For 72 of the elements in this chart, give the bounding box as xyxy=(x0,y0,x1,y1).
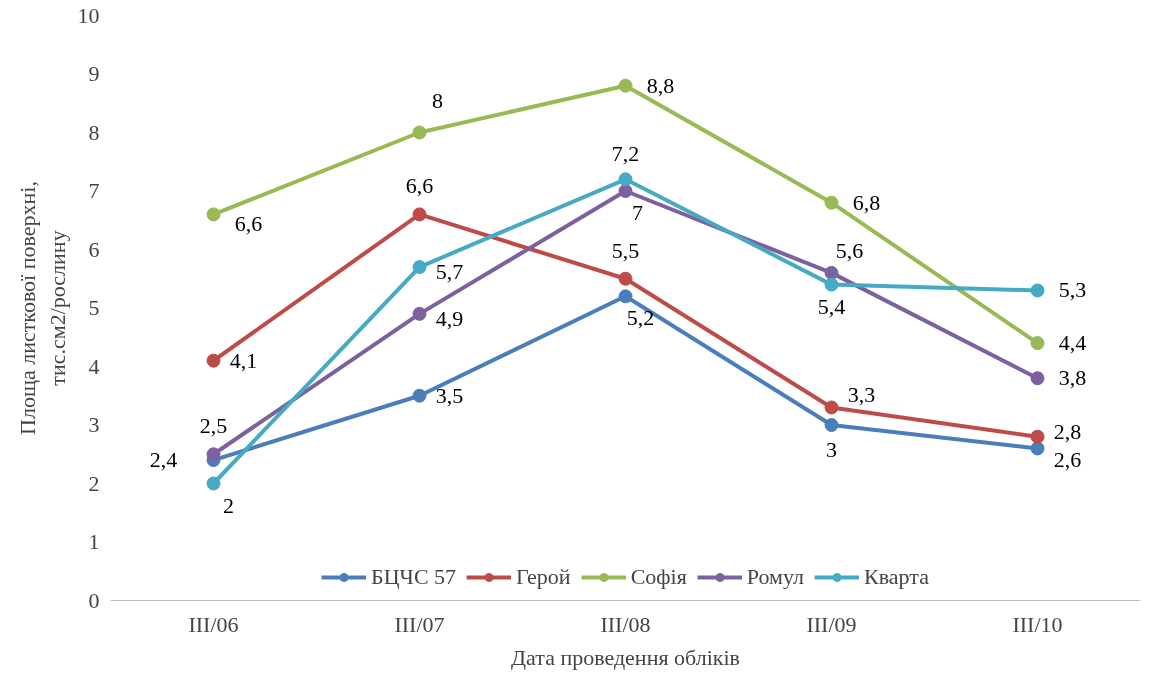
legend-label: Герой xyxy=(516,564,571,590)
y-tick-label: 9 xyxy=(88,61,100,86)
data-label: 7,2 xyxy=(611,141,640,167)
data-label: 5,6 xyxy=(835,237,864,263)
y-tick-label: 10 xyxy=(77,2,100,28)
data-label: 2,5 xyxy=(199,413,228,439)
data-label: 8,8 xyxy=(646,72,675,98)
y-tick-label: 7 xyxy=(88,178,100,203)
point xyxy=(618,289,633,304)
point xyxy=(618,78,633,93)
x-tick-label: ІІІ/10 xyxy=(1012,611,1063,637)
data-label: 2 xyxy=(223,492,234,518)
y-axis-title: Площа листкової поверхні, тис.см2/рослину xyxy=(14,181,70,435)
data-label: 6,6 xyxy=(234,211,263,237)
point xyxy=(824,195,839,210)
y-tick-label: 6 xyxy=(88,236,100,262)
point xyxy=(618,172,633,187)
data-label: 2,8 xyxy=(1053,418,1082,444)
point xyxy=(412,125,427,140)
point xyxy=(824,400,839,415)
y-tick-label: 2 xyxy=(88,470,100,496)
legend-label: Софія xyxy=(630,564,687,590)
point xyxy=(412,207,427,222)
data-label: 3,5 xyxy=(435,382,464,408)
legend-label: Кварта xyxy=(864,564,929,590)
y-tick-label: 0 xyxy=(88,587,100,613)
data-label: 4,9 xyxy=(435,305,464,331)
data-label: 3 xyxy=(826,437,837,462)
legend-label: Ромул xyxy=(746,564,805,590)
point xyxy=(618,184,633,198)
y-tick-label: 4 xyxy=(88,353,100,379)
point xyxy=(412,260,427,275)
data-label: 7 xyxy=(632,200,643,225)
x-tick-label: ІІІ/06 xyxy=(188,611,239,637)
point xyxy=(1030,336,1045,351)
data-label: 5,4 xyxy=(817,293,846,319)
point xyxy=(1030,441,1045,456)
point xyxy=(206,447,221,462)
y-tick-label: 5 xyxy=(88,295,100,320)
x-axis-title: Дата проведення обліків xyxy=(511,644,740,670)
legend-label: БЦЧС 57 xyxy=(371,564,457,590)
point xyxy=(206,353,221,368)
y-tick-label: 1 xyxy=(88,529,100,554)
point xyxy=(1030,429,1045,444)
data-label: 5,3 xyxy=(1058,277,1087,303)
point xyxy=(412,306,427,321)
data-label: 6,6 xyxy=(405,173,434,199)
data-label: 4,4 xyxy=(1058,330,1087,356)
data-label: 5,5 xyxy=(611,237,640,263)
point xyxy=(412,388,427,403)
x-tick-label: ІІІ/09 xyxy=(806,611,857,637)
data-label: 2,6 xyxy=(1053,447,1082,473)
point xyxy=(824,277,839,292)
point xyxy=(824,418,839,432)
point xyxy=(618,271,633,286)
point xyxy=(1030,283,1045,298)
data-label: 6,8 xyxy=(852,189,881,215)
y-tick-label: 8 xyxy=(88,119,100,145)
x-tick-label: ІІІ/08 xyxy=(600,611,651,637)
data-label: 5,7 xyxy=(435,259,464,285)
data-label: 5,2 xyxy=(626,305,655,331)
y-tick-label: 3 xyxy=(88,412,100,437)
data-label: 8 xyxy=(432,87,443,113)
point xyxy=(824,265,839,280)
point xyxy=(206,207,221,222)
data-label: 3,3 xyxy=(847,382,876,408)
data-label: 4,1 xyxy=(229,347,258,373)
data-label: 3,8 xyxy=(1058,365,1087,391)
point xyxy=(206,476,221,491)
x-tick-label: ІІІ/07 xyxy=(394,611,445,637)
point xyxy=(1030,371,1045,386)
data-label: 2,4 xyxy=(149,447,178,473)
